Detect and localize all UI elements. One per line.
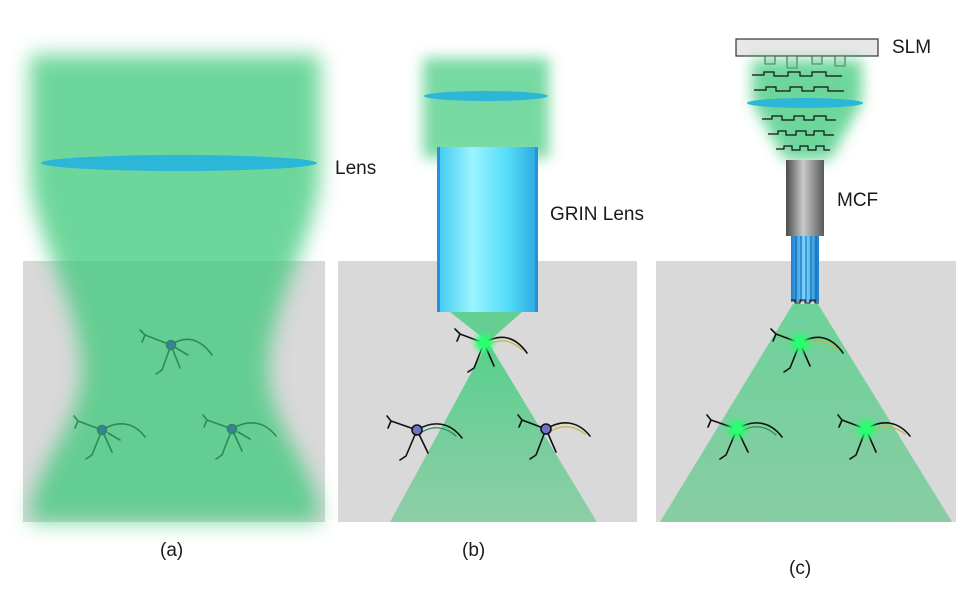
lens-icon bbox=[747, 98, 863, 108]
fiber-bundle bbox=[791, 236, 819, 304]
light-cone bbox=[450, 312, 522, 342]
panel-caption-c: (c) bbox=[789, 558, 811, 579]
panel-caption-a: (a) bbox=[160, 540, 183, 561]
lens-label: Lens bbox=[335, 158, 376, 179]
neuron bbox=[517, 414, 591, 460]
neuron bbox=[837, 414, 911, 460]
lens-icon bbox=[424, 91, 548, 101]
focus-spot bbox=[732, 424, 742, 434]
neuron bbox=[386, 415, 463, 461]
grin-lens bbox=[437, 147, 538, 312]
light-beam-top bbox=[423, 58, 549, 158]
slm-device bbox=[735, 38, 879, 57]
light-beam bbox=[30, 55, 320, 522]
light-cone bbox=[660, 304, 952, 522]
grin-lens-label: GRIN Lens bbox=[550, 204, 644, 225]
mcf-label: MCF bbox=[837, 190, 878, 211]
focus-spot bbox=[479, 338, 489, 348]
wavefronts bbox=[752, 71, 844, 151]
light-beam bbox=[752, 60, 862, 160]
slm-label: SLM bbox=[892, 37, 931, 58]
focus-spot bbox=[795, 338, 805, 348]
panel-caption-b: (b) bbox=[462, 540, 485, 561]
focus-spot bbox=[861, 424, 871, 434]
neuron bbox=[139, 329, 213, 375]
panel-c: SLM MCF (c) bbox=[656, 37, 956, 579]
lens-icon bbox=[41, 155, 317, 171]
light-cone bbox=[390, 342, 597, 522]
neuron bbox=[202, 414, 277, 460]
grin-lens-edge bbox=[535, 147, 538, 312]
grin-lens-edge bbox=[437, 147, 440, 312]
neuron bbox=[770, 328, 844, 373]
neuron bbox=[73, 415, 146, 460]
panel-b: GRIN Lens (b) bbox=[338, 58, 644, 561]
mcf-fiber bbox=[786, 160, 824, 236]
panel-a: Lens (a) bbox=[23, 55, 376, 561]
